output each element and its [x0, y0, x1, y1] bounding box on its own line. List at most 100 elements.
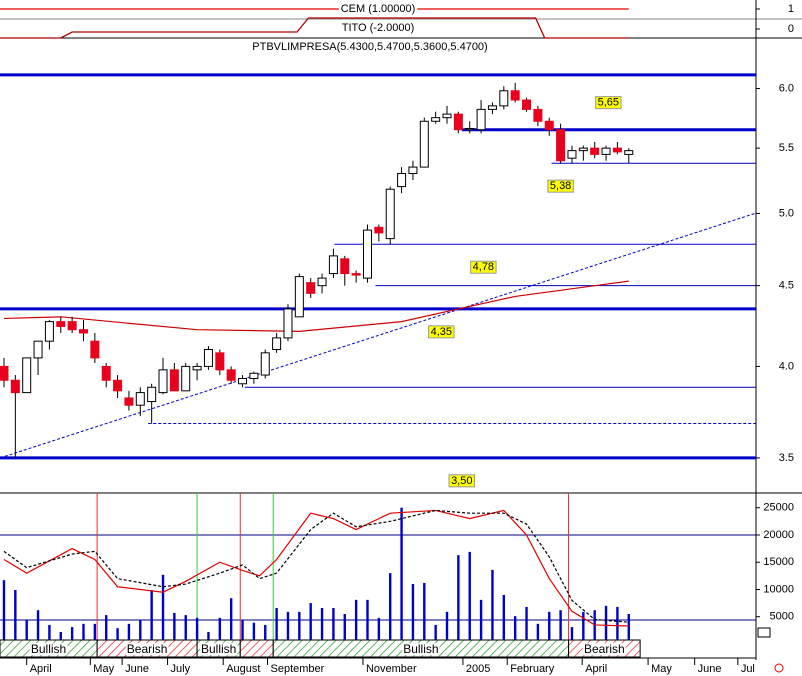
candle-body [10, 379, 20, 394]
candle-body [374, 226, 384, 234]
band-label: Bearish [584, 642, 625, 656]
candle-body [90, 340, 100, 359]
level-label: 4,35 [431, 326, 452, 338]
volume-bar [513, 616, 517, 644]
candle-body [340, 258, 350, 275]
volume-bar [264, 624, 267, 644]
y-tick-label: 5.0 [779, 207, 794, 219]
y-tick-label: 5000 [770, 611, 794, 623]
x-tick-label: June [698, 663, 722, 675]
level-label: 4,78 [473, 261, 494, 273]
candle-body [124, 397, 134, 406]
volume-bar [343, 614, 346, 644]
candle-body [203, 348, 213, 367]
candle-body [260, 352, 270, 376]
x-tick-label: April [30, 663, 52, 675]
volume-bar [127, 623, 131, 644]
volume-bar [48, 624, 51, 644]
band-label: Bearish [127, 642, 168, 656]
moving-average [3, 280, 629, 332]
volume-bar [105, 615, 108, 644]
level-label-box [595, 96, 622, 110]
volume-bar [457, 555, 460, 644]
x-tick-label: April [585, 663, 607, 675]
legend-box [338, 2, 418, 15]
candle-body [567, 150, 577, 159]
candle-body [33, 340, 43, 359]
volume-bar [207, 632, 210, 644]
volume-bar [354, 599, 358, 644]
level-label-box [547, 179, 574, 193]
volume-bar [161, 574, 165, 644]
candle-body [44, 321, 54, 342]
level-label-box [448, 474, 475, 488]
volume-bar [366, 599, 369, 644]
level-label-box [428, 325, 455, 339]
volume-bar [411, 584, 415, 644]
x-tick-label: February [510, 663, 555, 675]
volume-bar [548, 611, 551, 644]
volume-bar [468, 551, 471, 644]
volume-bar [423, 582, 426, 644]
volume-bar [332, 608, 335, 644]
y-tick-label: 3.5 [779, 452, 794, 464]
band-label-bg [402, 643, 440, 656]
candle-body [272, 337, 282, 350]
y-tick-label: 4.5 [779, 280, 794, 292]
volume-bar [252, 622, 256, 644]
candle-body [158, 369, 168, 394]
y-tick-label: 4.0 [779, 360, 794, 372]
volume-bar [582, 611, 585, 644]
volume-bar [241, 620, 244, 644]
volume-bar [536, 623, 540, 644]
band-label-bg [583, 643, 626, 656]
volume-bar [377, 617, 381, 644]
candle-body [22, 357, 32, 394]
candle-body [544, 120, 554, 131]
candle-body [113, 379, 123, 392]
candle-body [431, 117, 441, 122]
candle-body [0, 365, 9, 381]
candle-body [442, 113, 452, 119]
volume-bar [502, 594, 506, 644]
x-tick-label: August [226, 663, 260, 675]
volume-bar [218, 617, 222, 644]
volume-bar [593, 610, 596, 644]
candle-body [522, 99, 532, 110]
candle-body [101, 365, 111, 381]
volume-bar [434, 624, 437, 644]
candle-body [294, 276, 304, 318]
volume-bar [627, 614, 630, 644]
oscillator-line [3, 509, 629, 627]
status-icon [774, 663, 784, 673]
volume-bar [36, 610, 40, 644]
level-label: 3,50 [451, 475, 472, 487]
candle-body [317, 277, 327, 287]
candle-body [56, 321, 66, 327]
volume-bar [82, 623, 85, 644]
level-label-box [470, 260, 497, 274]
x-tick-label: May [651, 663, 672, 675]
candle-body [510, 90, 520, 101]
candle-body [249, 372, 259, 380]
volume-bar [389, 573, 392, 644]
indicator-line [0, 17, 629, 39]
candle-body [306, 282, 316, 294]
band-label: Bullish [31, 642, 66, 656]
chart-title: PTBVLIMPRESA(5.4300,5.4700,5.3600,5.4700… [252, 41, 487, 53]
candle-body [453, 113, 463, 131]
band-label: Bullish [201, 642, 236, 656]
volume-bar [14, 590, 17, 644]
y-tick-label: 10000 [763, 583, 794, 595]
legend-box [339, 21, 417, 34]
candle-body [624, 150, 634, 155]
candle-body [476, 108, 486, 131]
y-tick-label: 5.5 [779, 142, 794, 154]
candle-body [226, 369, 236, 381]
candle-body [147, 386, 157, 403]
trend-line [0, 212, 756, 459]
volume-bar [525, 606, 528, 644]
volume-bar [320, 608, 324, 644]
level-label: 5,65 [598, 97, 619, 109]
